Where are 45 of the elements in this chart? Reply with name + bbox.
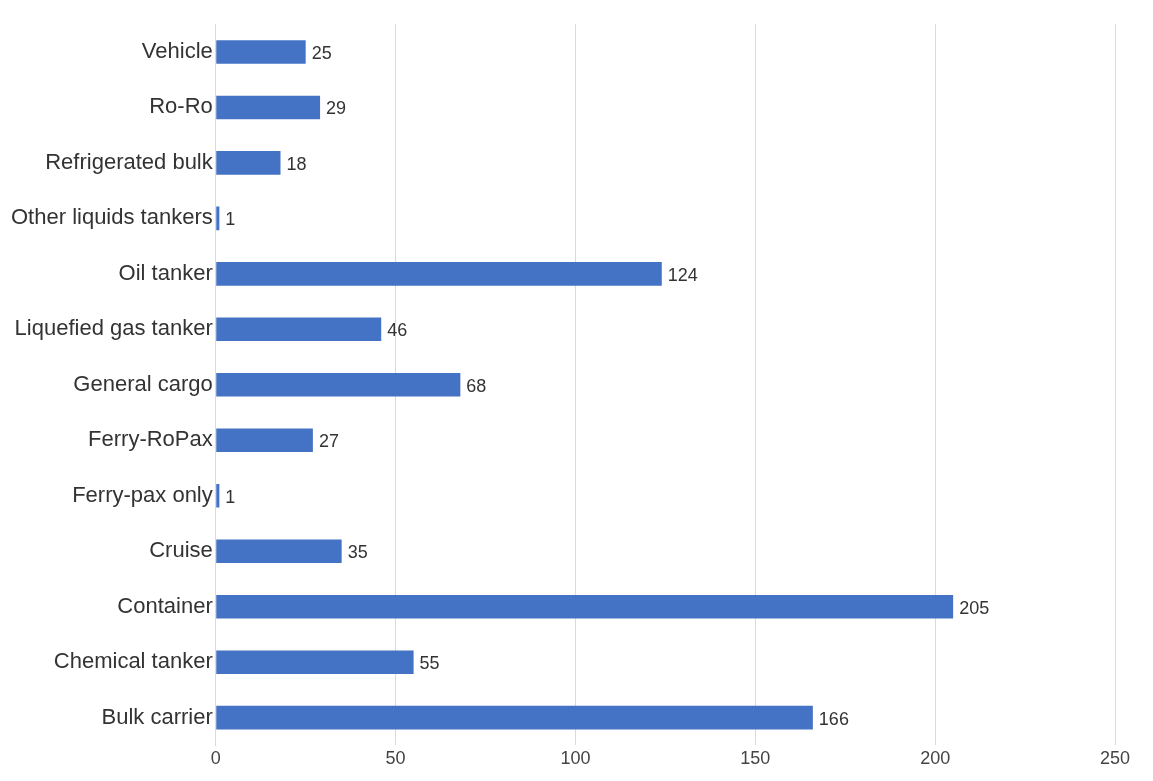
bar	[216, 539, 342, 564]
x-tick-label: 50	[385, 748, 406, 769]
y-tick-label: Refrigerated bulk	[45, 148, 214, 174]
y-tick-label: Container	[117, 592, 213, 618]
bar	[216, 373, 461, 397]
bar	[216, 483, 220, 508]
data-label: 205	[959, 597, 990, 618]
y-tick-label: Liquefied gas tanker	[14, 315, 213, 341]
y-tick-label: Ferry-RoPax	[88, 426, 213, 452]
bar	[216, 705, 813, 730]
y-tick-label: Chemical tanker	[53, 648, 213, 674]
y-tick-label: Ferry-pax only	[72, 481, 213, 507]
y-tick-label: Other liquids tankers	[10, 204, 213, 230]
bar	[216, 650, 414, 674]
bar	[216, 206, 220, 231]
x-tick-label: 0	[210, 748, 221, 769]
data-label: 55	[419, 653, 440, 674]
y-tick-label: Bulk carrier	[101, 703, 213, 729]
bar	[216, 262, 662, 286]
bar	[216, 594, 954, 619]
data-label: 124	[667, 264, 698, 285]
x-tick-label: 150	[740, 748, 771, 769]
data-label: 46	[387, 320, 408, 341]
data-label: 25	[311, 42, 332, 63]
y-tick-label: General cargo	[73, 370, 213, 396]
data-label: 1	[225, 209, 236, 230]
x-tick-label: 200	[920, 748, 951, 769]
bar	[216, 151, 281, 175]
bar	[216, 95, 321, 120]
x-tick-label: 250	[1099, 748, 1131, 769]
data-label: 35	[347, 542, 368, 563]
x-tick-label: 100	[560, 748, 591, 769]
y-tick-label: Ro-Ro	[149, 93, 213, 119]
bar	[216, 317, 382, 342]
data-label: 68	[466, 375, 487, 396]
data-label: 29	[326, 98, 347, 119]
y-tick-label: Cruise	[149, 537, 213, 563]
y-tick-label: Oil tanker	[118, 259, 213, 285]
data-label: 18	[286, 153, 307, 174]
data-label: 166	[818, 708, 849, 729]
bar	[216, 428, 313, 453]
y-tick-label: Vehicle	[141, 38, 213, 63]
bar	[216, 40, 306, 64]
data-label: 27	[318, 431, 339, 452]
data-label: 1	[225, 486, 236, 507]
